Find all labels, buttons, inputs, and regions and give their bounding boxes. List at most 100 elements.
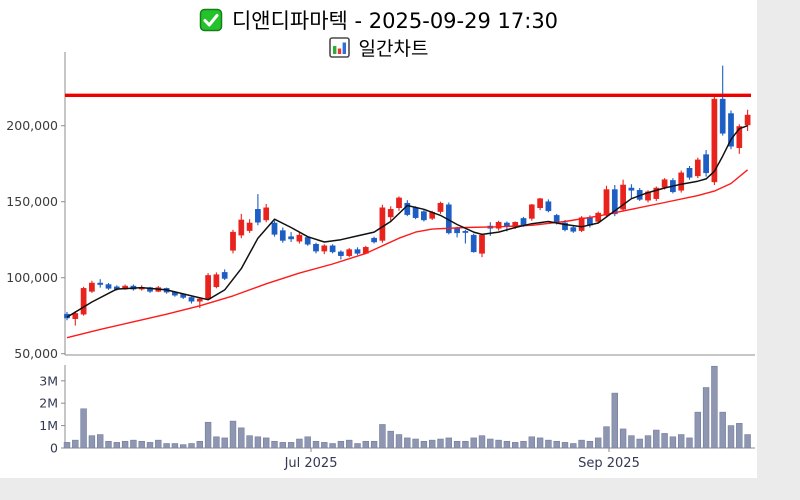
- volume-bar: [736, 423, 743, 449]
- candle-body: [238, 219, 245, 236]
- candle-body: [595, 212, 602, 222]
- volume-bar: [594, 437, 602, 449]
- volume-bar: [337, 440, 345, 449]
- candle-body: [628, 187, 635, 191]
- candle-body: [213, 274, 220, 288]
- candle-body: [412, 207, 419, 218]
- candle-body: [504, 222, 510, 227]
- price-tick-label: 50,000: [14, 346, 58, 361]
- candle-body: [528, 204, 535, 219]
- volume-bar: [578, 439, 585, 449]
- candle-body: [296, 234, 303, 242]
- candle-body: [196, 298, 203, 302]
- candle-body: [421, 211, 427, 221]
- subtitle-row: 일간차트: [0, 35, 757, 60]
- volume-bar: [312, 440, 320, 449]
- price-tick-label: 100,000: [6, 270, 58, 285]
- volume-bar: [370, 440, 378, 449]
- volume-bar: [271, 440, 278, 449]
- candle-body: [537, 198, 543, 209]
- candle-body: [694, 159, 701, 177]
- volume-bar: [686, 437, 693, 449]
- candle-body: [686, 168, 693, 178]
- volume-bar: [711, 365, 718, 449]
- volume-bar: [171, 443, 179, 449]
- volume-bar: [113, 442, 121, 449]
- volume-bar: [619, 428, 627, 449]
- candle-body: [653, 187, 660, 199]
- candle-body: [661, 179, 668, 188]
- candle-body: [719, 98, 726, 134]
- candle-body: [329, 245, 336, 253]
- candle-body: [72, 313, 79, 319]
- volume-bar: [287, 442, 295, 449]
- volume-bar: [279, 442, 286, 449]
- volume-bar: [487, 438, 494, 449]
- volume-bar: [345, 439, 353, 449]
- volume-bar: [88, 435, 96, 449]
- volume-bar: [387, 430, 394, 449]
- volume-bar: [428, 439, 436, 449]
- candle-body: [495, 221, 502, 229]
- candle-body: [703, 154, 709, 174]
- slow-ma-line: [66, 169, 749, 339]
- volume-bar: [520, 440, 527, 449]
- candle-body: [221, 272, 228, 279]
- volume-bar: [744, 434, 751, 449]
- volume-bar: [478, 435, 486, 449]
- candle-body: [562, 222, 568, 231]
- volume-bar: [188, 443, 195, 449]
- candle-body: [97, 282, 104, 285]
- candle-body: [188, 297, 195, 302]
- volume-bar: [238, 427, 245, 449]
- volume-bar: [329, 443, 336, 449]
- volume-tick-label: 0: [50, 441, 58, 456]
- chart-subtitle: 일간차트: [358, 37, 429, 60]
- candle-body: [678, 172, 685, 191]
- volume-bar: [146, 442, 154, 449]
- volume-bar: [495, 439, 502, 449]
- volume-bar: [262, 437, 270, 449]
- candle-body: [271, 222, 278, 235]
- volume-bar: [661, 433, 668, 449]
- volume-bar: [694, 411, 702, 449]
- volume-bar: [204, 421, 212, 449]
- volume-bar: [97, 434, 104, 449]
- candle-body: [313, 244, 319, 252]
- volume-bar: [462, 440, 469, 449]
- volume-bar: [511, 442, 519, 449]
- price-tick-label: 200,000: [6, 118, 58, 133]
- volume-bar: [63, 442, 71, 449]
- candle-body: [454, 228, 460, 234]
- candle-body: [354, 249, 361, 254]
- volume-bar: [437, 438, 444, 449]
- volume-bar: [362, 440, 369, 449]
- volume-bar: [545, 439, 552, 449]
- volume-bar: [213, 436, 220, 449]
- candle-body: [338, 251, 344, 256]
- volume-bar: [229, 420, 237, 449]
- volume-bar: [221, 437, 228, 449]
- candle-body: [736, 126, 743, 148]
- candle-body: [255, 209, 261, 223]
- green-checkbox-icon: [199, 8, 223, 32]
- candle-body: [711, 98, 718, 183]
- volume-tick-label: 3M: [39, 373, 58, 388]
- volume-bar: [180, 444, 187, 449]
- volume-tick-label: 2M: [39, 396, 58, 411]
- volume-bar: [644, 435, 652, 449]
- volume-bar: [628, 435, 635, 449]
- figure-background: [0, 0, 757, 478]
- volume-bar: [105, 440, 112, 449]
- volume-bar: [586, 440, 594, 449]
- volume-bar: [130, 439, 137, 449]
- volume-bar: [296, 438, 303, 449]
- chart-header: 디앤디파마텍 - 2025-09-29 17:30 일간차트: [0, 5, 757, 60]
- price-tick-label: 150,000: [6, 194, 58, 209]
- volume-bar: [72, 439, 79, 449]
- candle-body: [545, 201, 552, 212]
- date-label: Sep 2025: [578, 456, 640, 471]
- volume-bar: [453, 440, 461, 449]
